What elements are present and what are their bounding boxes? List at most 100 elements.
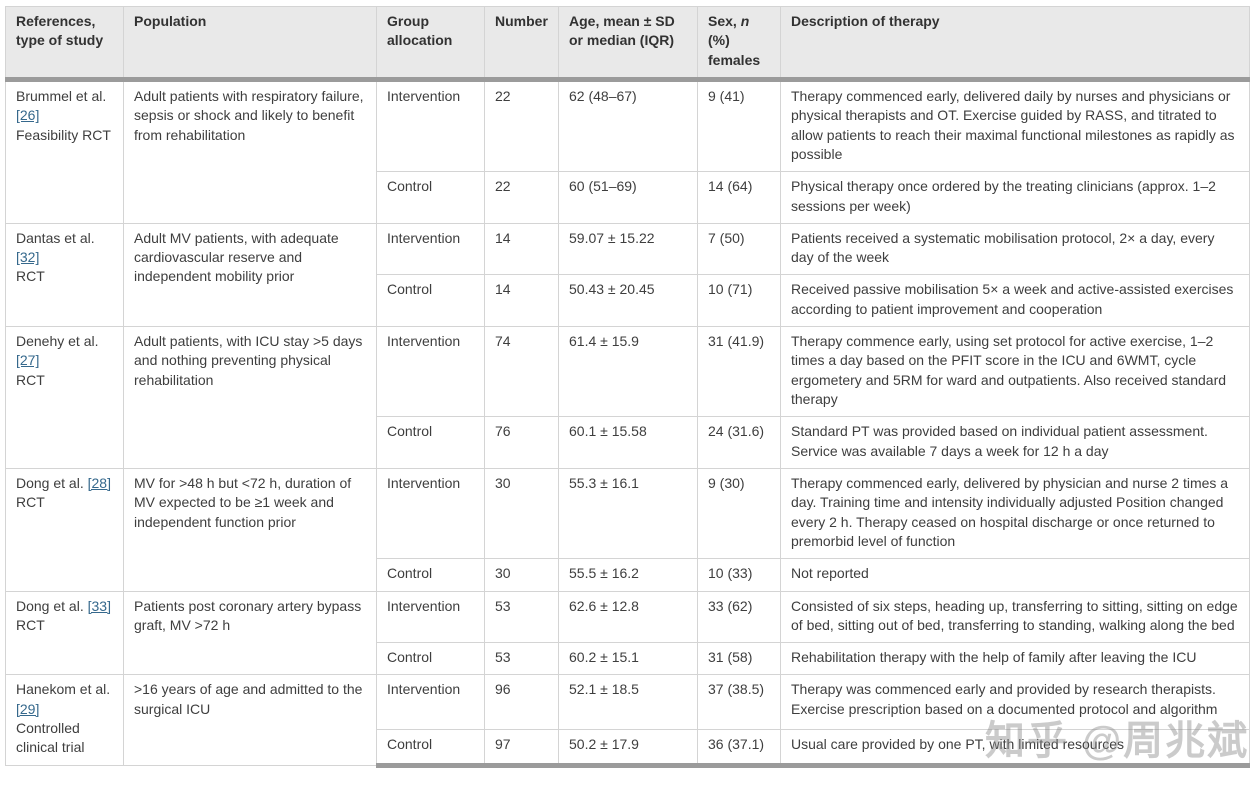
cell-age: 59.07 ± 15.22 [558,222,698,276]
table-row: Control 53 60.2 ± 15.1 31 (58) Rehabilit… [6,642,1250,676]
table-row: Control 76 60.1 ± 15.58 24 (31.6) Standa… [6,416,1250,469]
study-type: Feasibility RCT [16,126,111,143]
cell-sex: 31 (58) [697,642,781,676]
cell-number: 53 [484,590,559,644]
cell-sex: 10 (33) [697,558,781,592]
reference-authors: Dantas et al. [16,229,95,246]
cell-number: 74 [484,326,559,418]
cell-number: 30 [484,558,559,592]
cell-number: 76 [484,416,559,469]
cell-reference: Dantas et al. [32] RCT [5,222,124,328]
table-row: Dong et al. [28] RCT MV for >48 h but <7… [5,467,1250,592]
cell-number: 22 [484,171,559,224]
cell-therapy: Physical therapy once ordered by the tre… [780,171,1250,224]
col-header-group-allocation: Group allocation [376,6,485,82]
table-row: Control 97 50.2 ± 17.9 36 (37.1) Usual c… [6,728,1250,768]
header-row: References, type of study Population Gro… [5,6,1250,82]
reference-authors: Denehy et al. [16,333,99,350]
cell-sex: 9 (30) [697,467,781,560]
reference-authors: Dong et al. [16,597,84,614]
reference-authors: Dong et al. [16,474,84,491]
studies-table-container: References, type of study Population Gro… [5,6,1250,768]
cell-population: Adult MV patients, with adequate cardiov… [123,222,377,328]
cell-sex: 33 (62) [697,590,781,644]
col-header-population: Population [123,6,377,82]
studies-table: References, type of study Population Gro… [5,6,1250,768]
cell-therapy: Standard PT was provided based on indivi… [780,416,1250,469]
cell-age: 55.5 ± 16.2 [558,558,698,592]
sex-header-n-italic: n [740,13,750,29]
reference-link[interactable]: [28] [87,474,111,491]
reference-link[interactable]: [27] [16,352,40,369]
cell-group: Intervention [376,78,485,173]
cell-therapy: Consisted of six steps, heading up, tran… [780,590,1250,644]
table-row: Control 30 55.5 ± 16.2 10 (33) Not repor… [6,558,1250,592]
cell-number: 53 [484,642,559,676]
reference-link[interactable]: [29] [16,700,40,717]
cell-group: Control [376,728,485,768]
cell-number: 22 [484,78,559,173]
cell-group: Control [376,274,485,328]
cell-population: Patients post coronary artery bypass gra… [123,590,377,676]
cell-therapy: Rehabilitation therapy with the help of … [780,642,1250,676]
sex-header-prefix: Sex, [708,13,741,29]
cell-group: Control [376,416,485,469]
table-row: Dong et al. [33] RCT Patients post coron… [5,590,1250,676]
cell-therapy: Therapy was commenced early and provided… [780,674,1250,730]
cell-sex: 36 (37.1) [697,728,781,768]
sex-header-suffix: (%) females [708,32,761,68]
cell-therapy: Not reported [780,558,1250,592]
study-type: RCT [16,371,45,388]
cell-sex: 14 (64) [697,171,781,224]
cell-age: 50.43 ± 20.45 [558,274,698,328]
reference-authors: Brummel et al. [16,87,107,104]
cell-reference: Brummel et al. [26] Feasibility RCT [5,78,124,224]
table-row: Denehy et al. [27] RCT Adult patients, w… [5,326,1250,469]
cell-sex: 7 (50) [697,222,781,276]
study-type: RCT [16,268,45,285]
cell-age: 60 (51–69) [558,171,698,224]
table-row: Control 22 60 (51–69) 14 (64) Physical t… [6,171,1250,224]
cell-sex: 9 (41) [697,78,781,173]
reference-link[interactable]: [32] [16,249,40,266]
study-type: RCT [16,494,45,511]
col-header-age: Age, mean ± SD or median (IQR) [558,6,698,82]
cell-population: MV for >48 h but <72 h, duration of MV e… [123,467,377,592]
cell-number: 96 [484,674,559,730]
cell-reference: Dong et al. [28] RCT [5,467,124,592]
cell-reference: Hanekom et al. [29] Controlled clinical … [5,674,124,766]
cell-age: 52.1 ± 18.5 [558,674,698,730]
cell-group: Intervention [376,222,485,276]
cell-group: Control [376,642,485,676]
cell-sex: 31 (41.9) [697,326,781,418]
col-header-number: Number [484,6,559,82]
cell-reference: Denehy et al. [27] RCT [5,326,124,469]
cell-sex: 24 (31.6) [697,416,781,469]
study-type: RCT [16,616,45,633]
cell-age: 60.1 ± 15.58 [558,416,698,469]
reference-link[interactable]: [26] [16,107,40,124]
cell-age: 62 (48–67) [558,78,698,173]
cell-age: 55.3 ± 16.1 [558,467,698,560]
cell-therapy: Therapy commenced early, delivered by ph… [780,467,1250,560]
cell-group: Intervention [376,590,485,644]
cell-age: 61.4 ± 15.9 [558,326,698,418]
cell-group: Control [376,171,485,224]
cell-group: Control [376,558,485,592]
cell-therapy: Therapy commence early, using set protoc… [780,326,1250,418]
reference-link[interactable]: [33] [87,597,111,614]
cell-therapy: Received passive mobilisation 5× a week … [780,274,1250,328]
col-header-therapy: Description of therapy [780,6,1250,82]
cell-group: Intervention [376,326,485,418]
cell-population: >16 years of age and admitted to the sur… [123,674,377,766]
study-type: Controlled clinical trial [16,720,85,756]
cell-number: 97 [484,728,559,768]
cell-age: 62.6 ± 12.8 [558,590,698,644]
table-row: Hanekom et al. [29] Controlled clinical … [5,674,1250,766]
cell-therapy: Usual care provided by one PT, with limi… [780,728,1250,768]
reference-authors: Hanekom et al. [16,681,111,698]
cell-population: Adult patients, with ICU stay >5 days an… [123,326,377,469]
table-row: Control 14 50.43 ± 20.45 10 (71) Receive… [6,274,1250,328]
col-header-sex: Sex, n (%) females [697,6,781,82]
cell-number: 14 [484,222,559,276]
